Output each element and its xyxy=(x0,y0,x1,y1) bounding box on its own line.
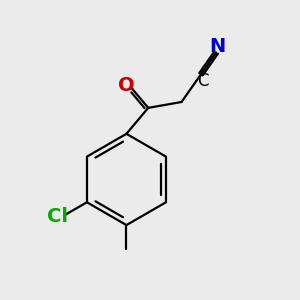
Text: C: C xyxy=(197,72,208,90)
Text: Cl: Cl xyxy=(47,208,68,226)
Text: O: O xyxy=(118,76,134,95)
Text: N: N xyxy=(209,37,226,56)
